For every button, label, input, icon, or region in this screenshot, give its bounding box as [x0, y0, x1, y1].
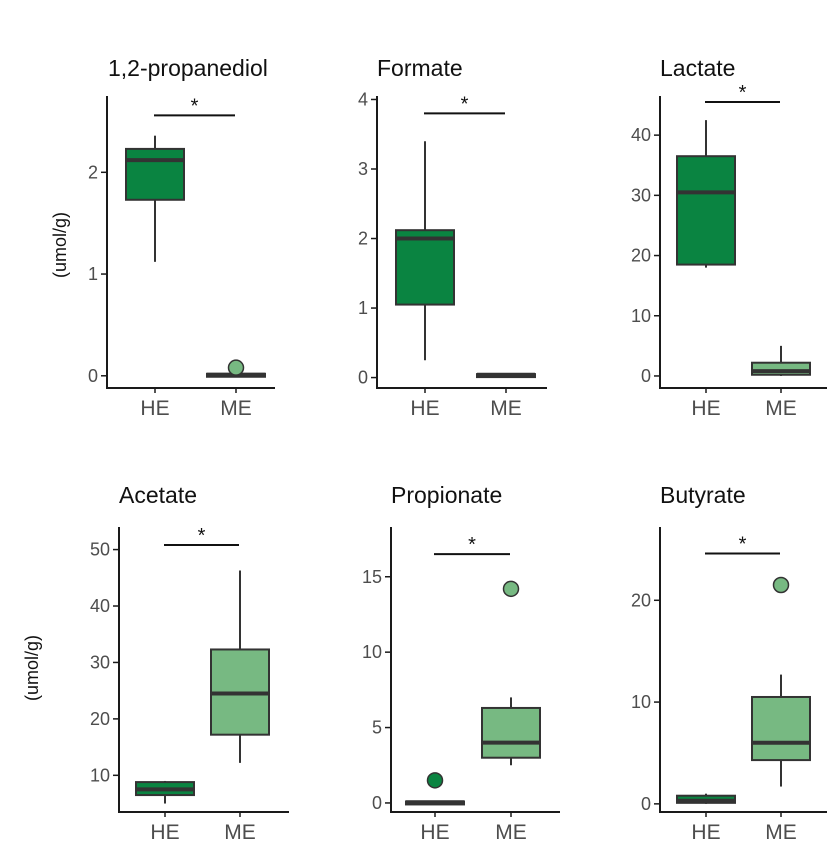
y-tick-label: 15 — [362, 567, 382, 587]
x-tick-label: ME — [495, 821, 527, 844]
y-axis-label: (umol/g) — [50, 212, 70, 278]
box-me — [206, 359, 266, 378]
y-tick-label: 40 — [90, 596, 110, 616]
significance-star: * — [461, 93, 469, 115]
box-he — [395, 141, 455, 361]
x-tick-label: ME — [765, 397, 797, 420]
significance-star: * — [739, 533, 747, 555]
y-tick-label: 5 — [372, 718, 382, 738]
x-tick-label: HE — [691, 821, 720, 844]
box-he — [676, 120, 736, 268]
x-tick-label: HE — [410, 397, 439, 420]
box-me — [481, 580, 541, 766]
y-axis-label: (umol/g) — [22, 635, 42, 701]
y-tick-label: 4 — [358, 89, 368, 109]
panel-3: Acetate (umol/g) 10 20 30 40 50 HE ME * — [22, 482, 289, 844]
box-me — [476, 372, 536, 379]
y-tick-label: 0 — [358, 368, 368, 388]
y-tick-label: 50 — [90, 540, 110, 560]
significance-star: * — [198, 525, 206, 547]
box-iqr — [481, 706, 541, 759]
y-tick-label: 20 — [631, 246, 651, 266]
y-tick-label: 30 — [90, 652, 110, 672]
y-tick-label: 1 — [358, 298, 368, 318]
box-he — [135, 780, 195, 804]
y-tick-label: 10 — [631, 692, 651, 712]
y-tick-label: 20 — [631, 590, 651, 610]
box-iqr — [125, 147, 185, 201]
panel-1: Formate 0 1 2 3 4 HE ME * — [358, 55, 547, 420]
panel-5: Butyrate 0 10 20 HE ME * — [631, 482, 827, 844]
panel-title: Lactate — [660, 55, 735, 81]
panel-title: 1,2-propanediol — [108, 55, 268, 81]
y-tick-label: 0 — [372, 793, 382, 813]
panel-0: 1,2-propanediol (umol/g) 0 1 2 HE ME * — [50, 55, 275, 420]
y-tick-label: 20 — [90, 709, 110, 729]
y-tick-label: 0 — [641, 366, 651, 386]
y-tick-label: 10 — [362, 642, 382, 662]
x-tick-label: ME — [224, 821, 256, 844]
box-he — [676, 793, 736, 804]
y-tick-label: 2 — [88, 162, 98, 182]
y-tick-label: 40 — [631, 125, 651, 145]
outlier-point — [426, 772, 444, 789]
x-tick-label: HE — [420, 821, 449, 844]
outlier-point — [502, 580, 520, 598]
y-tick-label: 30 — [631, 185, 651, 205]
box-he — [405, 772, 465, 806]
y-tick-label: 10 — [631, 306, 651, 326]
y-tick-label: 3 — [358, 159, 368, 179]
box-iqr — [751, 695, 811, 762]
panel-title: Propionate — [391, 482, 502, 508]
significance-star: * — [739, 82, 747, 104]
box-he — [125, 135, 185, 262]
outlier-point — [227, 359, 245, 376]
x-tick-label: HE — [691, 397, 720, 420]
panel-4: Propionate 0 5 10 15 HE ME * — [362, 482, 560, 844]
box-me — [751, 576, 811, 787]
panel-2: Lactate 0 10 20 30 40 HE ME * — [631, 55, 827, 420]
panel-title: Butyrate — [660, 482, 746, 508]
box-iqr — [676, 155, 736, 266]
y-tick-label: 0 — [88, 366, 98, 386]
outlier-point — [772, 576, 790, 594]
y-tick-label: 1 — [88, 264, 98, 284]
x-tick-label: ME — [765, 821, 797, 844]
x-tick-label: ME — [220, 397, 252, 420]
x-tick-label: HE — [150, 821, 179, 844]
y-tick-label: 2 — [358, 229, 368, 249]
x-tick-label: HE — [140, 397, 169, 420]
box-iqr — [395, 229, 455, 306]
significance-star: * — [468, 534, 476, 556]
x-tick-label: ME — [490, 397, 522, 420]
box-me — [210, 570, 270, 763]
significance-star: * — [191, 95, 199, 117]
panel-title: Formate — [377, 55, 463, 81]
box-me — [751, 345, 811, 376]
y-tick-label: 0 — [641, 794, 651, 814]
y-tick-label: 10 — [90, 765, 110, 785]
panel-title: Acetate — [119, 482, 197, 508]
